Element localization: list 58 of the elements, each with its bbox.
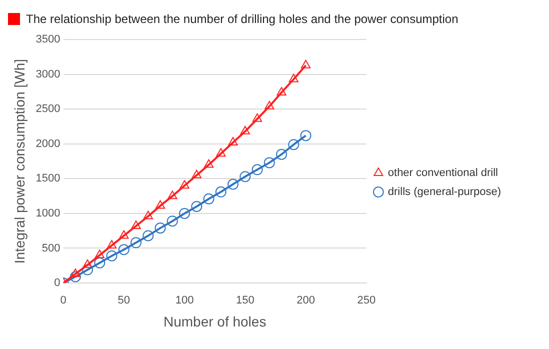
legend-label: other conventional drill bbox=[388, 167, 498, 180]
point bbox=[300, 130, 312, 142]
point bbox=[264, 100, 274, 110]
point bbox=[252, 113, 262, 122]
point bbox=[204, 159, 214, 168]
point bbox=[154, 222, 166, 234]
y-tick-label: 1000 bbox=[36, 207, 60, 220]
x-axis-title: Number of holes bbox=[163, 313, 266, 330]
x-tick-label: 150 bbox=[236, 294, 254, 307]
point bbox=[70, 268, 80, 277]
point bbox=[228, 137, 238, 146]
point bbox=[82, 264, 94, 276]
point bbox=[276, 86, 286, 96]
point bbox=[155, 200, 166, 209]
x-tick-label: 50 bbox=[118, 294, 130, 307]
y-tick-label: 3000 bbox=[36, 68, 60, 80]
point bbox=[130, 237, 142, 248]
point bbox=[118, 244, 130, 256]
point bbox=[215, 186, 226, 198]
point bbox=[143, 210, 153, 220]
point bbox=[240, 126, 250, 134]
point bbox=[168, 190, 178, 200]
point bbox=[300, 60, 311, 68]
point bbox=[94, 250, 104, 258]
y-tick-label: 500 bbox=[42, 242, 60, 254]
point bbox=[276, 148, 288, 160]
y-tick-label: 2000 bbox=[36, 138, 60, 150]
point bbox=[228, 178, 239, 190]
point bbox=[264, 157, 275, 168]
point bbox=[216, 148, 226, 157]
point bbox=[106, 240, 117, 248]
y-tick-label: 3500 bbox=[36, 34, 60, 46]
point bbox=[131, 220, 141, 229]
point bbox=[288, 139, 300, 150]
y-tick-label: 2500 bbox=[36, 103, 60, 116]
y-tick-label: 1500 bbox=[36, 172, 60, 185]
point bbox=[240, 171, 251, 182]
point bbox=[203, 193, 214, 204]
point bbox=[252, 164, 263, 176]
x-tick-label: 200 bbox=[296, 294, 315, 307]
point bbox=[82, 259, 92, 268]
point bbox=[288, 74, 298, 82]
x-tick-label: 250 bbox=[357, 294, 376, 307]
point bbox=[106, 250, 118, 262]
y-tick-label: 0 bbox=[54, 277, 60, 290]
point bbox=[70, 271, 81, 282]
x-tick-label: 100 bbox=[175, 294, 194, 307]
point bbox=[142, 230, 154, 242]
y-axis-title: Integral power consumption [Wh] bbox=[11, 58, 28, 264]
point bbox=[94, 257, 106, 268]
point bbox=[119, 230, 129, 239]
point bbox=[179, 208, 190, 219]
point bbox=[166, 216, 178, 227]
point bbox=[180, 180, 190, 189]
chart-title: The relationship between the number of drilling holes and the power consumption bbox=[26, 12, 458, 26]
legend-label: drills (general-purpose) bbox=[388, 186, 502, 198]
point bbox=[192, 170, 202, 178]
point bbox=[191, 201, 202, 212]
